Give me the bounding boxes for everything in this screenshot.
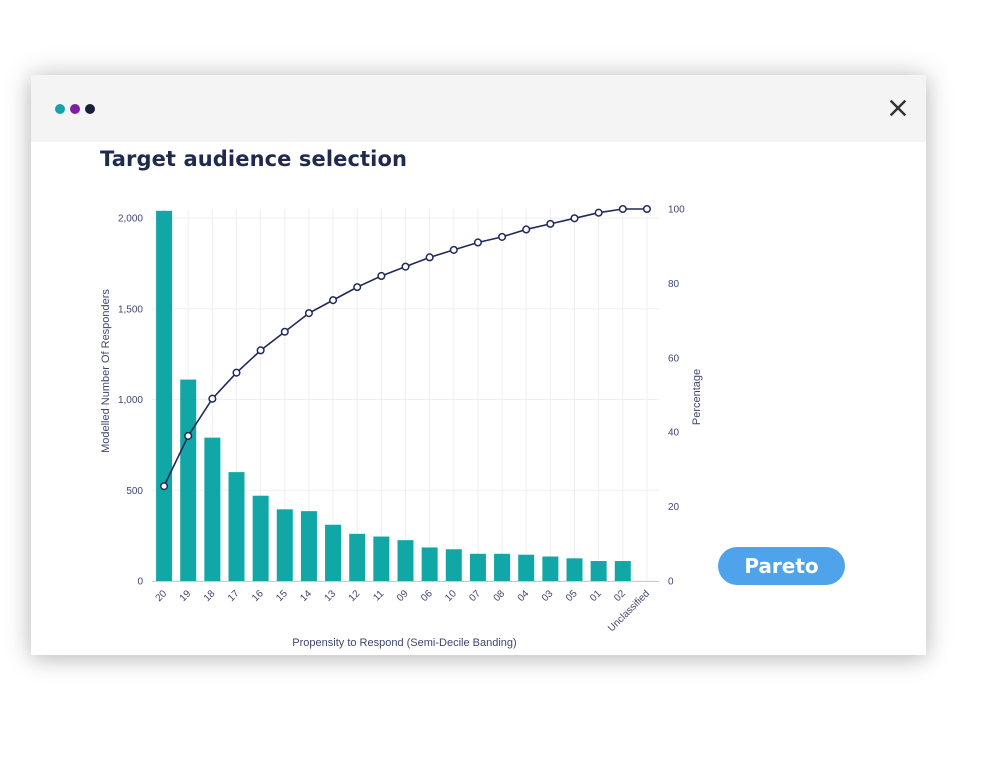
line-point [160,482,169,491]
y-tick-label: 0 [137,577,143,588]
y2-tick-label: 100 [668,205,685,216]
x-tick-label: 13 [323,588,339,604]
x-axis-title: Propensity to Respond (Semi-Decile Bandi… [292,637,516,649]
x-tick-label: 03 [540,588,556,604]
x-tick-label: 04 [516,588,532,604]
pareto-button[interactable]: Pareto [718,547,845,585]
bar [494,553,511,581]
line-point [184,431,193,440]
line-point [329,296,338,305]
x-tick-label: 18 [202,588,218,604]
line-point [618,204,627,214]
x-tick-label: 08 [492,588,508,604]
bar [349,533,366,581]
line-point [256,346,265,355]
y2-tick-label: 60 [668,353,680,364]
bar [518,554,535,581]
bar [566,558,583,581]
bar [542,556,559,581]
bar [421,547,438,581]
line-point [280,327,289,336]
line-point [642,204,651,214]
line-point [232,368,241,377]
x-tick-label: 05 [564,588,580,604]
bar [445,549,462,581]
title-bar [31,75,926,142]
line-point [401,262,410,271]
line-point [570,214,579,223]
x-tick-label: 10 [443,588,459,604]
x-tick-label: 09 [395,588,411,604]
y2-tick-label: 80 [668,279,680,290]
x-tick-label: 11 [371,588,386,603]
close-icon[interactable] [887,97,909,119]
line-point [425,253,434,262]
y2-tick-label: 0 [668,577,674,588]
x-tick-label: 07 [467,588,483,604]
line-point [377,271,386,281]
y-tick-label: 1,500 [118,304,143,315]
x-tick-label: 12 [347,588,363,604]
x-tick-label: 20 [154,588,170,604]
line-point [594,208,603,217]
y2-axis-title: Percentage [691,369,703,425]
line-point [353,283,362,292]
line-point [522,225,531,234]
bar [469,553,486,581]
x-tick-label: 15 [274,588,290,604]
purple-dot [70,104,80,114]
y2-tick-label: 20 [668,502,680,513]
bar [228,472,245,581]
line-point [473,238,482,247]
bar [614,561,631,581]
x-tick-label: 16 [250,588,266,604]
bar [204,437,221,581]
bar-series [156,210,631,581]
line-point [304,309,313,318]
line-series [160,204,651,491]
navy-dot [85,104,95,114]
bar [397,540,414,581]
x-tick-label: 19 [178,588,194,604]
x-tick-label: 17 [226,588,242,604]
x-tick-label: 06 [419,588,435,604]
bar [373,536,390,581]
y-tick-label: 500 [126,486,143,497]
teal-dot [55,104,65,114]
y-tick-label: 1,000 [118,395,143,406]
page-title: Target audience selection [100,147,408,171]
x-tick-label: 02 [612,588,628,604]
line-point [449,245,458,254]
bar [252,495,269,581]
x-tick-label: 14 [298,588,314,604]
bar [276,509,293,581]
bar [300,511,317,581]
bar [180,379,197,581]
line-point [546,219,555,228]
bar [325,524,342,581]
x-tick-label: 01 [588,588,604,604]
y-tick-label: 2,000 [118,214,143,225]
y2-tick-label: 40 [668,428,680,439]
bar [156,210,173,581]
line-point [208,394,217,403]
y-axis-title: Modelled Number Of Responders [100,289,112,453]
bar [590,561,607,581]
line-point [498,232,507,241]
app-window: Target audience selection 0 500 1,000 1,500… [31,75,926,655]
